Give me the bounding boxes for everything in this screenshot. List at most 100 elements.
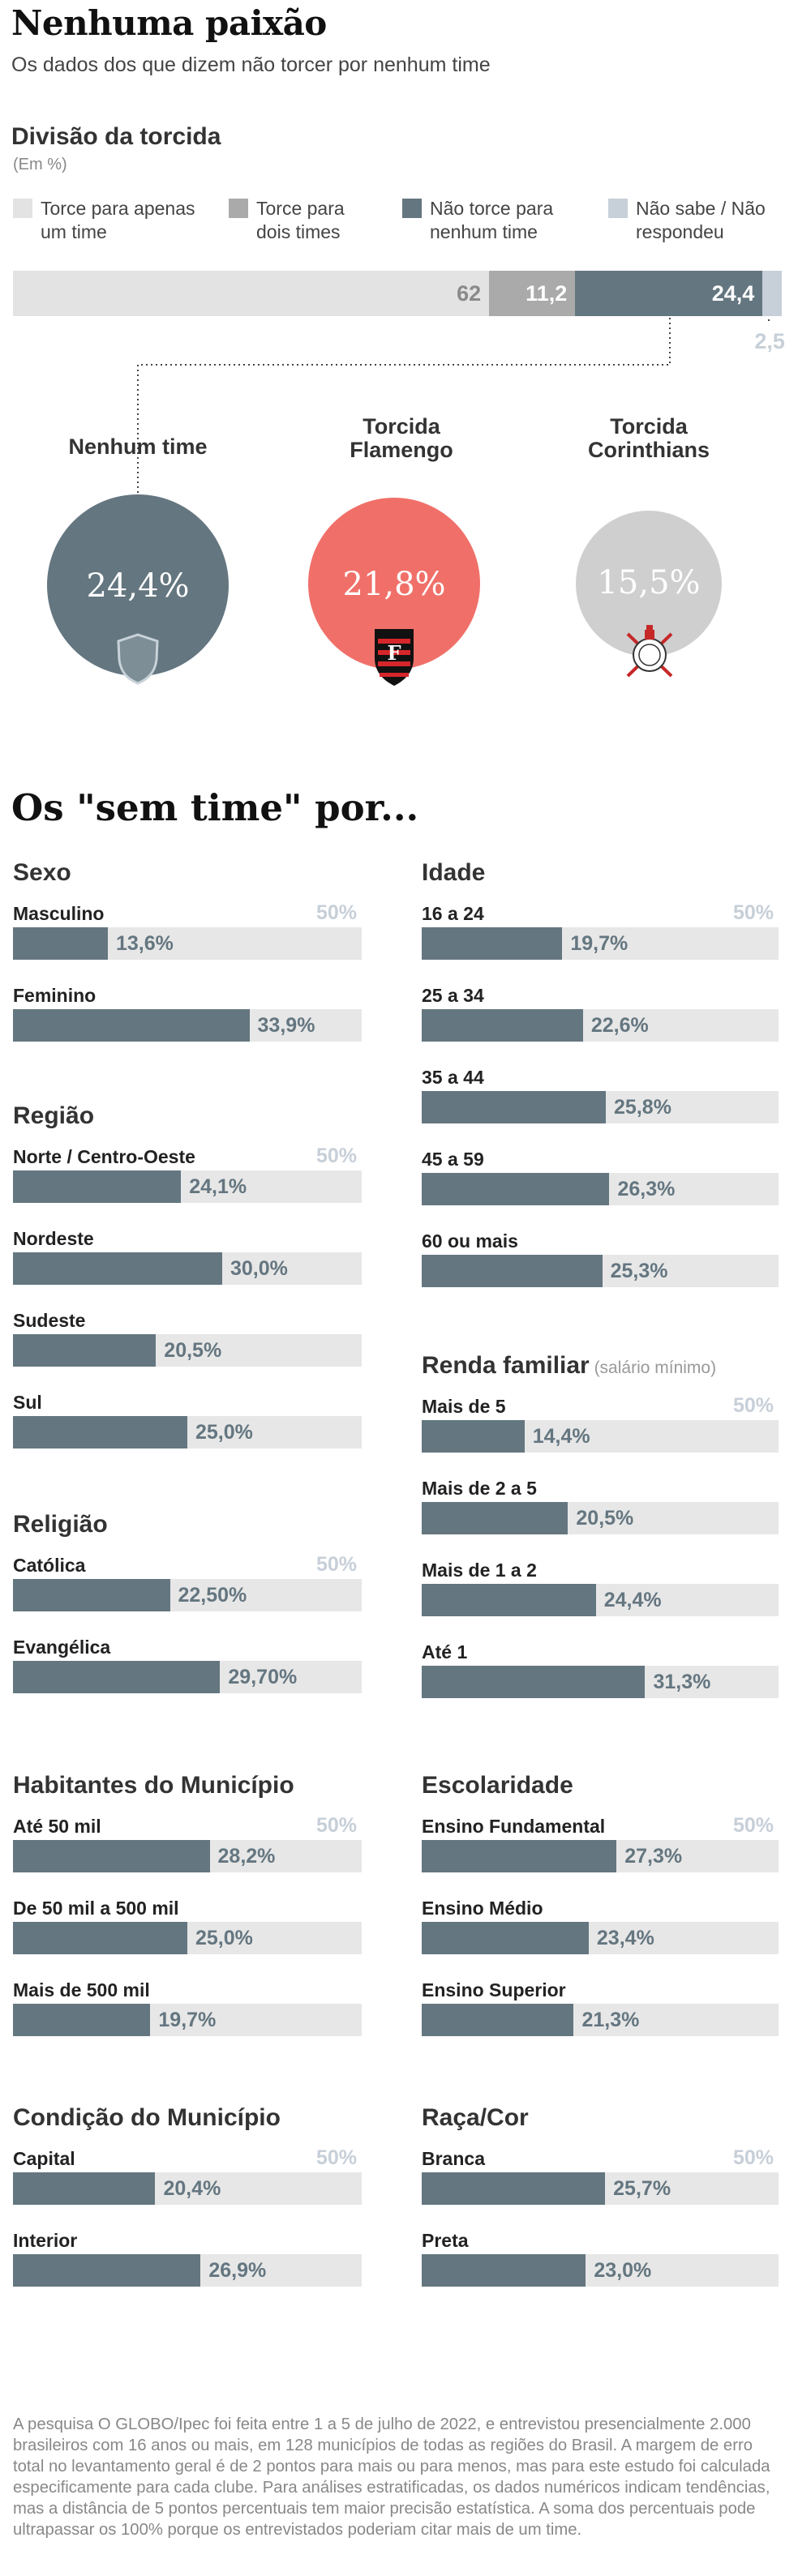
circle-label-flamengo: Torcida Flamengo [350,414,453,462]
legend-item-one-team: Torce para apenas um time [13,197,216,244]
max-scale-label: 50% [316,2146,358,2169]
bar-track: 25,0% [13,1922,362,1954]
bar-track: 13,6% [13,927,362,960]
bar-category-label: Mais de 500 mil [13,1979,150,2000]
group-title-text: Religião [13,1511,108,1538]
bar [422,1584,596,1616]
circle-value: 21,8% [342,566,446,603]
circle-label-no-team: Nenhum time [68,434,208,459]
bar-category-label: Ensino Médio [422,1898,543,1919]
bar-value-label: 33,9% [257,1014,315,1037]
bar [13,2254,201,2287]
circle-no-team: 24,4% [47,494,229,685]
bar [13,1661,221,1693]
page-title: Nenhuma paixão [11,3,327,43]
bar-value-label: 25,8% [614,1096,671,1119]
bar-value-label: 31,3% [653,1671,711,1693]
bar [422,1091,607,1123]
group-title: Idade [422,859,485,887]
bar [13,1009,250,1042]
bar-category-label: 45 a 59 [422,1149,484,1170]
max-scale-label: 50% [316,1814,358,1837]
segment-one-team: 62 [13,271,490,316]
bar-value-label: 22,50% [178,1584,247,1607]
group-title-note: (salário mínimo) [589,1359,717,1377]
bar-track: 19,7% [13,2004,362,2036]
bar-category-label: Até 1 [422,1641,468,1662]
bar-track: 20,5% [422,1502,779,1534]
bar [422,1255,603,1287]
bar-track: 28,2% [13,1840,362,1872]
group-title: Região [13,1102,94,1130]
group-title-text: Raça/Cor [422,2104,529,2131]
bar [422,2172,606,2205]
bar-category-label: Sudeste [13,1310,86,1331]
bar-category-label: Masculino [13,903,105,924]
bar-value-label: 20,5% [576,1507,634,1530]
segment-value-label: 11,2 [526,280,568,306]
bar-value-label: 25,0% [195,1927,253,1949]
bar-category-label: 25 a 34 [422,985,484,1006]
stacked-division-bar: 62 11,2 24,4 2,5 [13,271,785,353]
connector-no-team [137,318,671,551]
circle-flamengo: 21,8% F [308,498,480,686]
connector-lines [137,316,770,551]
bar-value-label: 29,70% [228,1666,298,1688]
group-title-text: Sexo [13,859,71,886]
legend-label: Torce para apenas um time [41,198,195,242]
segment-dont-know: 2,5 [754,271,785,353]
bar-track: 14,4% [422,1420,779,1453]
bar-category-label: Mais de 2 a 5 [422,1478,537,1499]
bar-track: 24,4% [422,1584,779,1616]
bar-track: 23,0% [422,2254,779,2287]
footnote: A pesquisa O GLOBO/Ipec foi feita entre … [13,2416,770,2539]
shield-icon [117,633,159,685]
bar [422,1840,617,1872]
segment-no-team: 24,4 [575,271,763,316]
max-scale-label: 50% [733,1814,774,1837]
bar-category-label: Ensino Fundamental [422,1816,606,1837]
group-title: Religião [13,1511,108,1538]
circle-value: 24,4% [86,567,190,605]
bar-category-label: Interior [13,2230,78,2251]
max-scale-label: 50% [733,901,774,924]
legend-label: Não torce para nenhum time [430,198,554,242]
bar-value-label: 19,7% [158,2009,217,2031]
segment-value-label: 24,4 [711,280,755,306]
bar [13,1170,182,1203]
bar-track: 25,0% [13,1416,362,1448]
bar-value-label: 14,4% [532,1425,590,1448]
bar-track: 30,0% [13,1252,362,1285]
bar-value-label: 23,0% [594,2259,652,2282]
bar-value-label: 20,5% [164,1339,222,1362]
bar [13,927,108,960]
corinthians-crest-icon [626,625,673,678]
max-scale-label: 50% [316,901,358,924]
group-title-text: Escolaridade [422,1772,573,1799]
bar [422,1173,610,1205]
flamengo-crest-icon: F [375,629,414,686]
bar [13,1334,157,1367]
bar-track: 22,6% [422,1009,779,1042]
group-title-text: Região [13,1102,95,1129]
bar-track: 26,3% [422,1173,779,1205]
bar-category-label: Mais de 1 a 2 [422,1560,537,1581]
max-scale-label: 50% [733,2146,774,2169]
group-title: Renda familiar (salário mínimo) [422,1352,716,1380]
group-title: Condição do Município [13,2104,281,2132]
max-scale-label: 50% [733,1394,774,1417]
bar-track: 26,9% [13,2254,362,2287]
bar-category-label: Branca [422,2148,485,2169]
bar-category-label: Católica [13,1555,86,1576]
legend-swatch [229,199,248,218]
legend-item-two-teams: Torce para dois times [229,197,375,244]
bar-value-label: 28,2% [217,1845,276,1868]
page-subtitle: Os dados dos que dizem não torcer por ne… [11,53,491,76]
bar [422,1922,589,1954]
bar-category-label: 16 a 24 [422,903,484,924]
bar-category-label: 35 a 44 [422,1067,484,1088]
bar-category-label: Sul [13,1392,42,1413]
bar-category-label: De 50 mil a 500 mil [13,1898,179,1919]
bar-track: 20,5% [13,1334,362,1367]
bar-category-label: Preta [422,2230,469,2251]
